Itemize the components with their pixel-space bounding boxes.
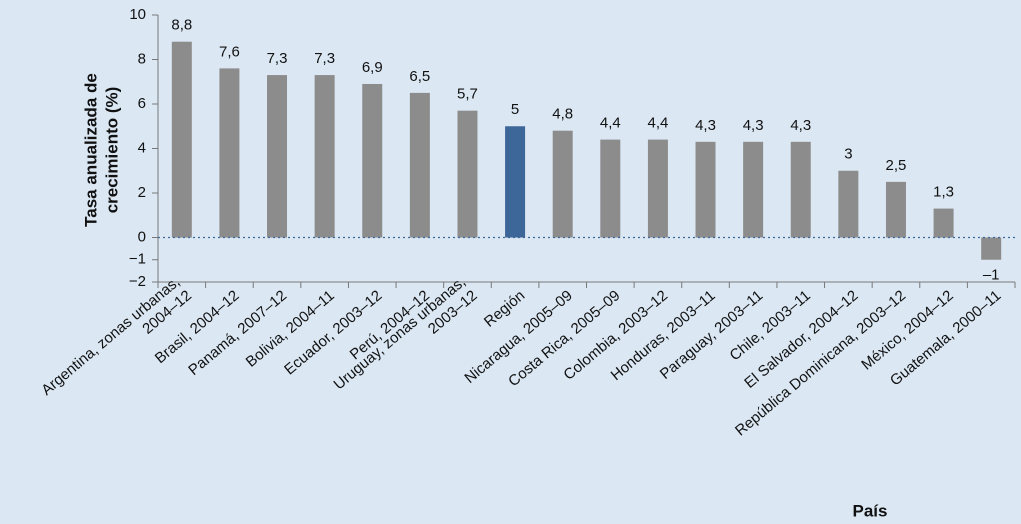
bar [838,170,859,238]
y-tick-label: −2 [129,273,146,290]
data-label: 4,3 [743,117,764,134]
bar [552,130,573,238]
bar [219,68,240,238]
data-label: 4,3 [695,117,716,134]
y-tick-label: −1 [129,251,146,268]
data-label: 7,3 [267,50,288,67]
bar [933,208,954,238]
bar [171,41,192,238]
y-axis-title: crecimiento (%) [102,87,121,214]
data-label: 7,3 [314,50,335,67]
bar [885,181,906,238]
bar [457,110,478,238]
data-label: 8,8 [171,17,192,34]
data-label: 7,6 [219,43,240,60]
y-tick-label: 0 [138,228,146,245]
data-label: 3 [844,146,852,163]
data-label: 4,4 [647,115,668,132]
bar [790,141,811,238]
y-axis-title: Tasa anualizada de [81,73,100,227]
data-label: 4,3 [790,117,811,134]
y-tick-label: 6 [138,95,146,112]
data-label: –1 [983,267,1000,284]
data-label: 5,7 [457,86,478,103]
y-tick-label: 4 [138,139,146,156]
x-tick-label: Argentina, zonas urbanas, [38,273,183,399]
bar [362,83,383,238]
bar [409,92,430,238]
bar [647,139,668,238]
data-label: 6,5 [409,68,430,85]
data-label: 4,8 [552,106,573,123]
bar [267,75,288,238]
data-label: 2,5 [886,157,907,174]
bar [743,141,764,238]
bar [600,139,621,238]
y-tick-label: 2 [138,184,146,201]
y-tick-label: 10 [129,6,146,23]
bar [695,141,716,238]
data-label: 4,4 [600,115,621,132]
data-label: 5 [511,101,519,118]
y-tick-label: 8 [138,50,146,67]
bar [981,237,1002,260]
data-label: 6,9 [362,59,383,76]
bar [505,126,526,238]
data-label: 1,3 [933,184,954,201]
x-tick-label: Uruguay, zonas urbanas, [331,273,469,393]
x-axis-title: País [853,501,888,520]
bar [314,75,335,238]
x-tick-label: Chile, 2003–11 [726,287,813,364]
